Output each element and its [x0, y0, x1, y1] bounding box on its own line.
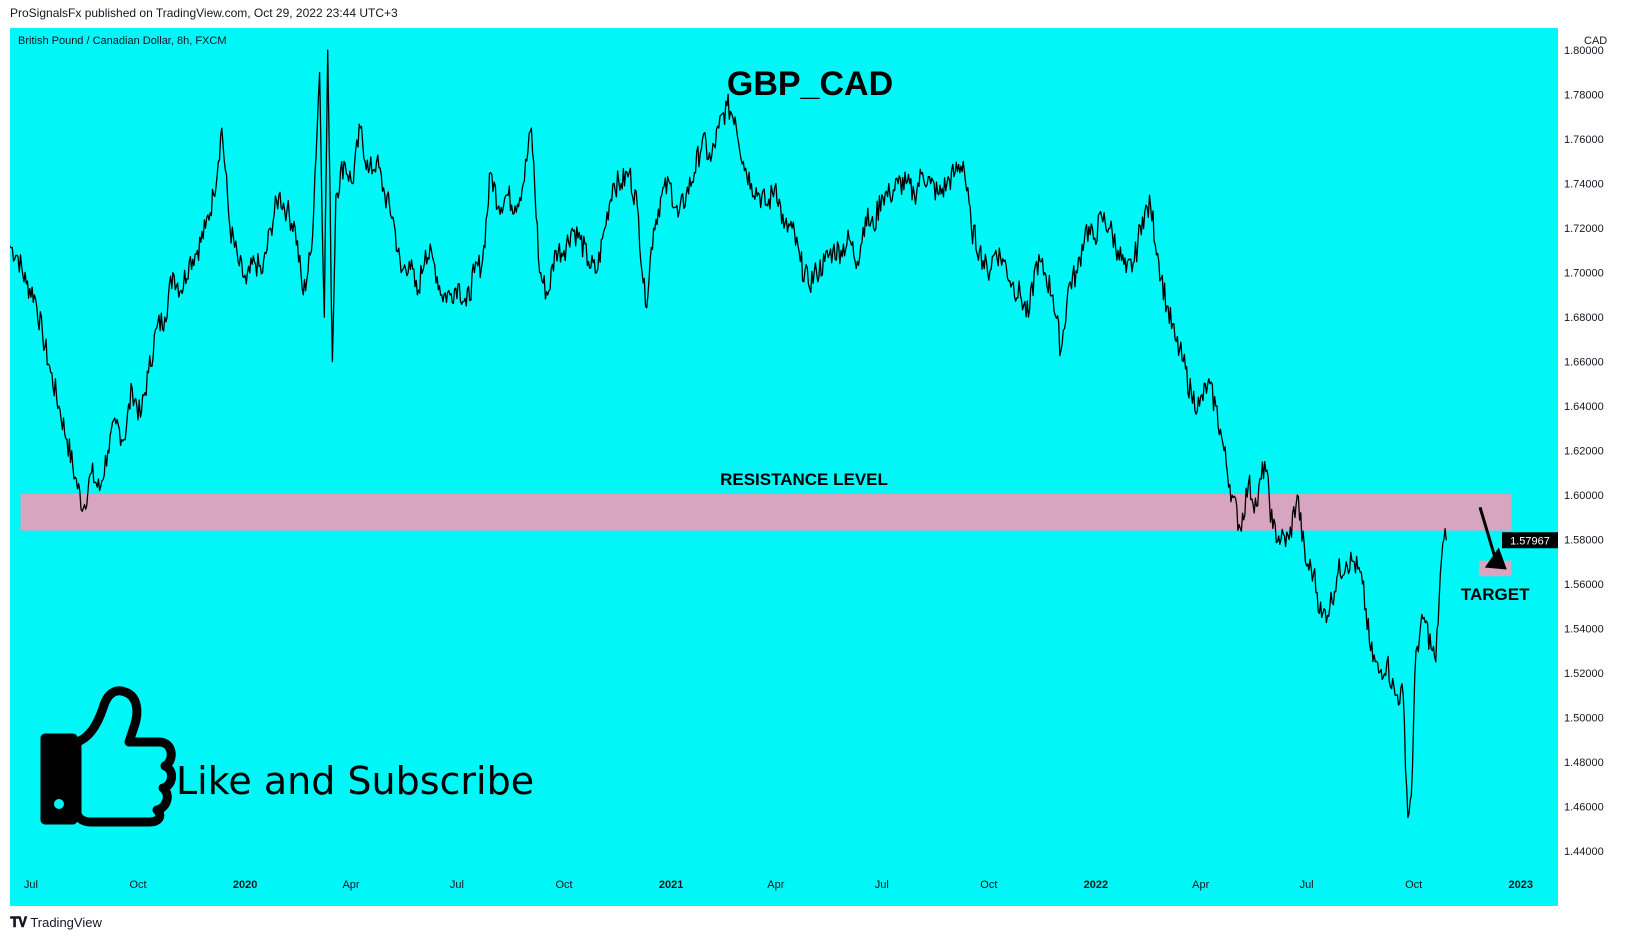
chart-area[interactable]: 1.80000 1.78000 1.76000 1.74000 1.72000 1.700… — [10, 28, 1632, 906]
x-tick-label: 2020 — [233, 879, 257, 891]
price-chart[interactable]: 1.80000 1.78000 1.76000 1.74000 1.72000 1.700… — [10, 28, 1632, 906]
footer-brand[interactable]: TradingView — [30, 915, 102, 930]
y-tick-label: 1.80000 — [1564, 45, 1604, 57]
symbol-label: British Pound / Canadian Dollar, 8h, FXC… — [18, 35, 227, 47]
y-tick-label: 1.44000 — [1564, 846, 1604, 858]
currency-label: CAD — [1584, 35, 1608, 47]
price-series-line — [10, 49, 1447, 819]
time-axis-background — [10, 862, 1558, 906]
thumbs-up-icon — [40, 686, 176, 827]
x-tick-label: 2023 — [1509, 879, 1533, 891]
y-tick-label: 1.60000 — [1564, 490, 1604, 502]
x-tick-label: Apr — [1192, 879, 1209, 891]
current-price-label: 1.57967 — [1510, 535, 1550, 547]
y-tick-label: 1.58000 — [1564, 535, 1604, 547]
tradingview-logo-icon[interactable]: 𝐓𝐕 — [10, 914, 27, 930]
y-tick-label: 1.62000 — [1564, 446, 1604, 458]
y-tick-label: 1.56000 — [1564, 579, 1604, 591]
y-tick-label: 1.70000 — [1564, 268, 1604, 280]
y-tick-label: 1.74000 — [1564, 179, 1604, 191]
price-axis-background — [1558, 28, 1632, 906]
arrow-down-right-icon — [1478, 506, 1499, 564]
y-tick-label: 1.78000 — [1564, 90, 1604, 102]
x-tick-label: Jul — [875, 879, 889, 891]
y-tick-label: 1.76000 — [1564, 134, 1604, 146]
x-tick-label: Oct — [980, 879, 997, 891]
x-tick-label: Apr — [767, 879, 784, 891]
plot-background — [10, 28, 1558, 862]
y-tick-label: 1.48000 — [1564, 757, 1604, 769]
y-tick-label: 1.50000 — [1564, 712, 1604, 724]
current-price-tag — [1502, 532, 1558, 549]
footer: 𝐓𝐕 TradingView — [10, 914, 102, 931]
chart-title: GBP_CAD — [727, 65, 893, 103]
x-tick-label: Apr — [342, 879, 359, 891]
arrow-head — [1484, 547, 1507, 570]
y-tick-label: 1.54000 — [1564, 623, 1604, 635]
y-tick-label: 1.66000 — [1564, 357, 1604, 369]
y-tick-label: 1.64000 — [1564, 401, 1604, 413]
x-tick-label: 2022 — [1084, 879, 1108, 891]
thumbs-up-dot — [54, 799, 64, 809]
y-tick-label: 1.52000 — [1564, 668, 1604, 680]
x-tick-label: Oct — [1405, 879, 1422, 891]
x-tick-label: 2021 — [659, 879, 683, 891]
x-tick-label: Jul — [1300, 879, 1314, 891]
resistance-zone — [20, 493, 1512, 531]
x-tick-label: Oct — [129, 879, 146, 891]
target-label: TARGET — [1461, 585, 1530, 604]
y-tick-label: 1.68000 — [1564, 312, 1604, 324]
y-tick-label: 1.72000 — [1564, 223, 1604, 235]
cta-text: Like and Subscribe — [176, 759, 534, 803]
published-info: ProSignalsFx published on TradingView.co… — [10, 6, 398, 20]
x-tick-label: Jul — [450, 879, 464, 891]
y-tick-label: 1.46000 — [1564, 801, 1604, 813]
x-tick-label: Jul — [24, 879, 38, 891]
x-tick-label: Oct — [555, 879, 572, 891]
resistance-label: RESISTANCE LEVEL — [720, 470, 888, 489]
